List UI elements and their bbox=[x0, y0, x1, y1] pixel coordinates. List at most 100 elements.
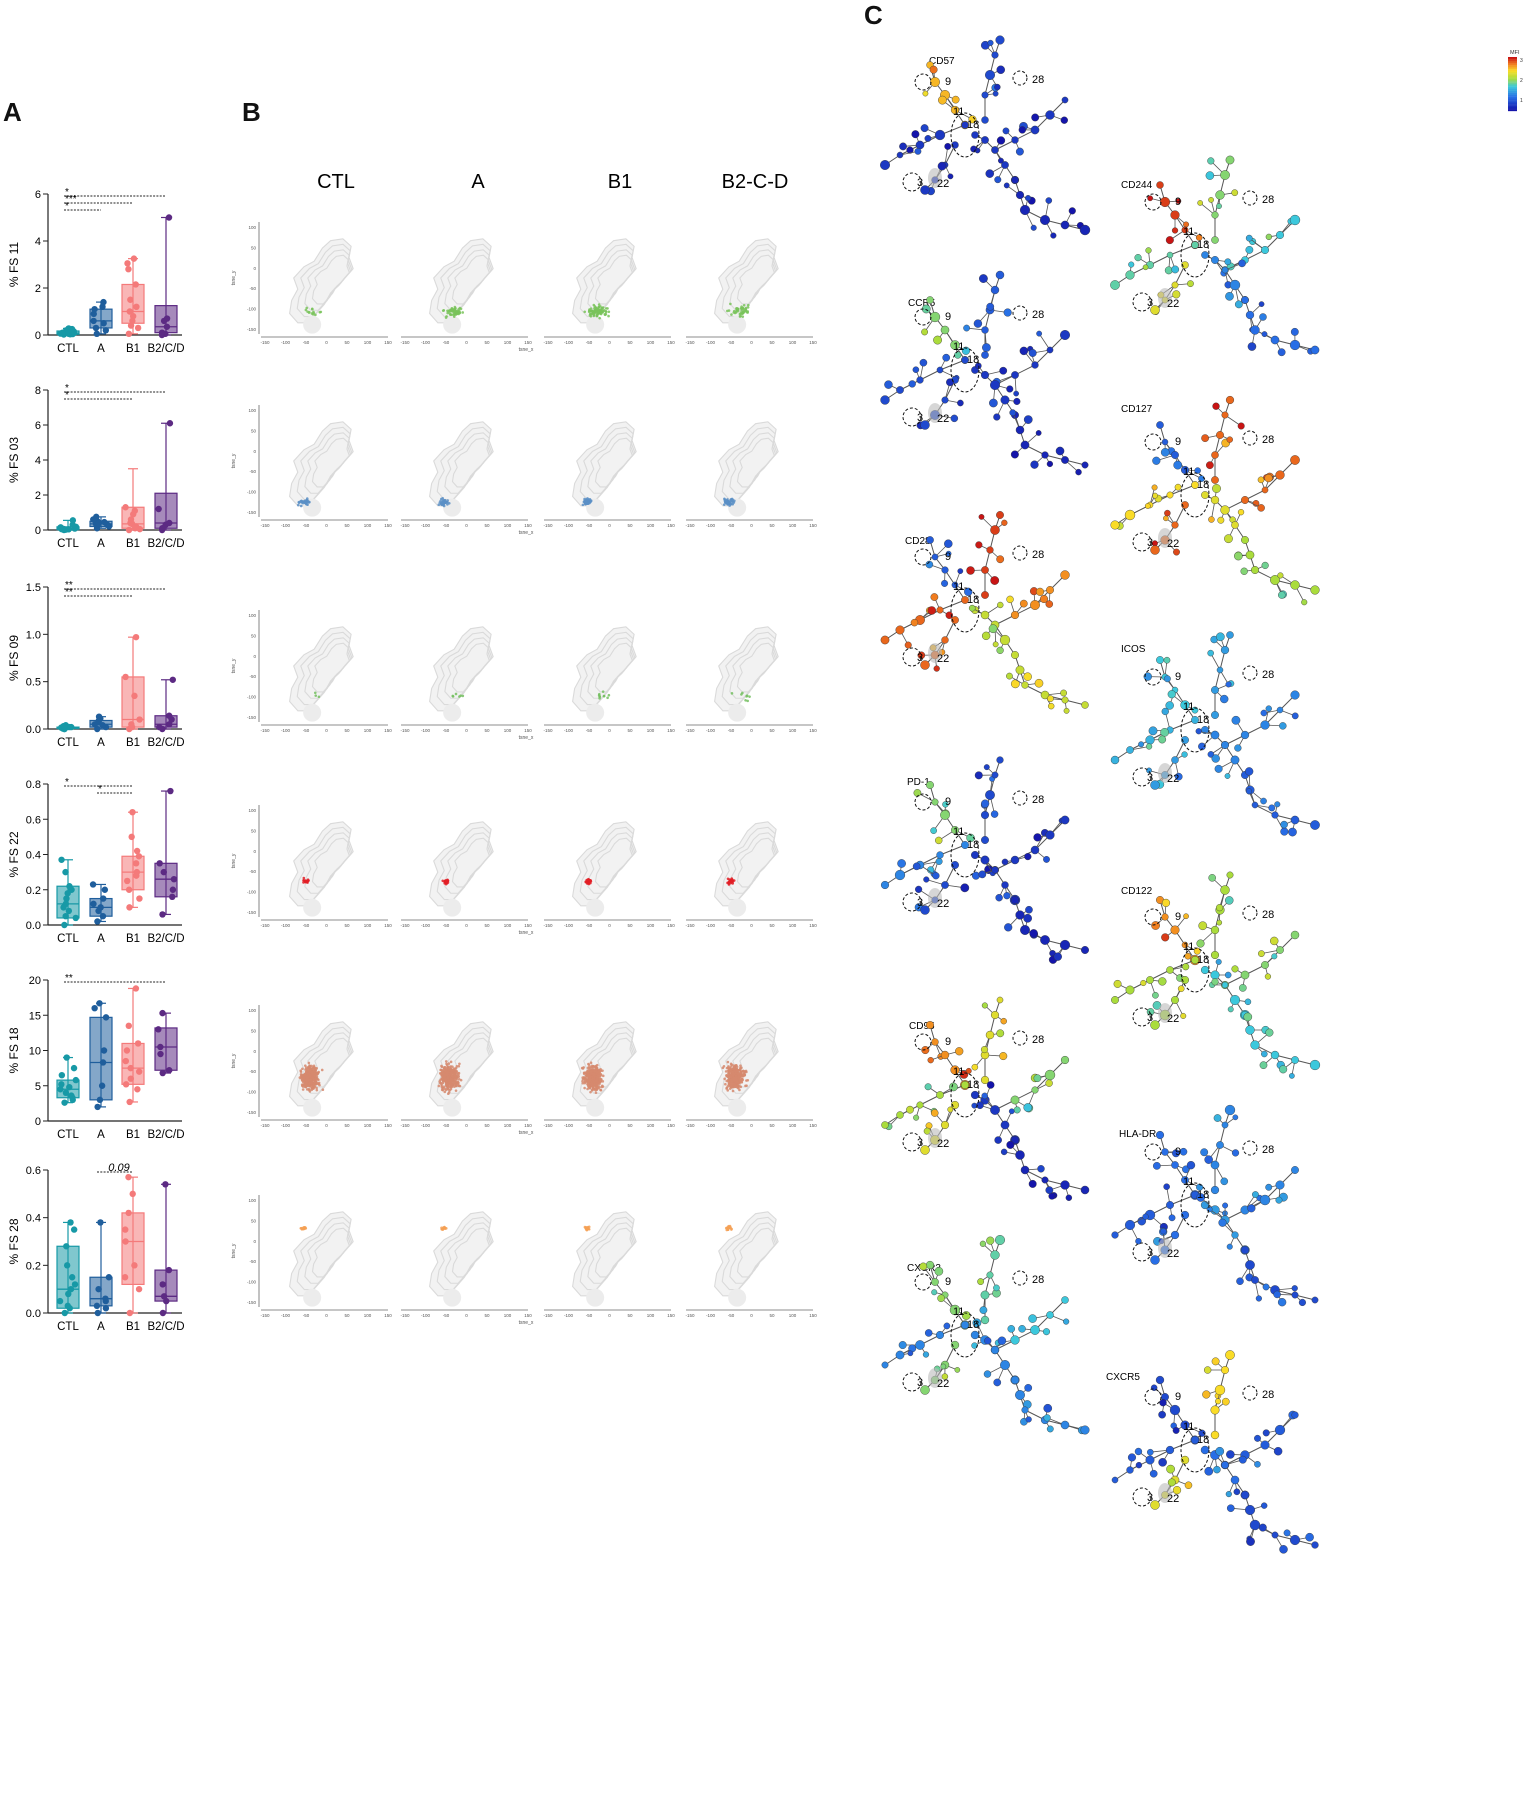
tree-node bbox=[1060, 116, 1068, 124]
tree-node bbox=[1220, 170, 1230, 180]
tree-node bbox=[950, 105, 960, 115]
box-B2/C/D bbox=[154, 715, 178, 728]
tsne-cell-point bbox=[726, 1069, 730, 1072]
tsne-cell-point bbox=[583, 310, 587, 314]
tree-node bbox=[934, 129, 946, 141]
tree-node bbox=[1221, 741, 1229, 749]
tree-node bbox=[1216, 904, 1224, 912]
tsne-x-tick-label: 100 bbox=[789, 728, 797, 733]
cluster-label-18: 18 bbox=[967, 1319, 979, 1331]
tree-node bbox=[899, 142, 907, 151]
tree-node bbox=[1229, 279, 1241, 291]
tsne-cell-point bbox=[602, 694, 606, 698]
tsne-cell-point bbox=[437, 1084, 441, 1088]
data-point bbox=[102, 327, 110, 334]
tree-node bbox=[881, 1121, 889, 1129]
tree-node bbox=[1259, 1194, 1271, 1206]
tree-node bbox=[1149, 1469, 1158, 1478]
tree-node bbox=[986, 1236, 995, 1245]
tree-node bbox=[1147, 1448, 1154, 1456]
tree-node bbox=[1268, 804, 1276, 812]
tsne-cell-point bbox=[306, 879, 310, 883]
tsne-density-contour bbox=[736, 642, 775, 693]
tree-node bbox=[1124, 1219, 1136, 1231]
tsne-cell-point bbox=[454, 1089, 458, 1092]
tsne-cell-point bbox=[583, 1086, 586, 1090]
tsne-x-tick-label: -50 bbox=[586, 1123, 593, 1128]
tsne-cell-point bbox=[601, 1085, 605, 1088]
category-label: B1 bbox=[126, 737, 140, 749]
tree-node bbox=[1060, 1420, 1070, 1430]
tree-node bbox=[996, 136, 1006, 145]
data-point bbox=[102, 1295, 109, 1302]
tree-node bbox=[1165, 1445, 1175, 1455]
tsne-density-spot bbox=[303, 898, 322, 917]
tree-node bbox=[1201, 251, 1209, 259]
legend-color-step bbox=[1508, 66, 1517, 68]
cluster-label-11: 11 bbox=[1183, 226, 1194, 238]
tree-node bbox=[1238, 1455, 1247, 1464]
tree-node bbox=[1060, 815, 1070, 825]
tsne-cell-point bbox=[604, 309, 608, 313]
tree-node bbox=[1015, 665, 1025, 675]
tree-node bbox=[994, 1136, 1002, 1144]
tsne-density-spot bbox=[728, 703, 747, 722]
tree-node bbox=[1059, 939, 1071, 951]
tsne-cell-point bbox=[444, 500, 448, 504]
tree-node bbox=[1183, 913, 1189, 920]
data-point bbox=[58, 856, 65, 863]
tree-node bbox=[1015, 1150, 1025, 1160]
tsne-density-spot bbox=[586, 703, 605, 722]
tree-node bbox=[1291, 1291, 1299, 1299]
legend-tick-label: 3 bbox=[1520, 58, 1523, 64]
tree-node bbox=[1161, 1148, 1169, 1156]
tsne-x-tick-label: -150 bbox=[685, 728, 695, 733]
tsne-cell-point bbox=[607, 693, 611, 697]
tree-node bbox=[1043, 1414, 1051, 1422]
tree-node bbox=[1161, 898, 1171, 907]
tree-node bbox=[1006, 1140, 1015, 1149]
tree-node bbox=[922, 90, 929, 97]
tree-node bbox=[986, 1081, 995, 1089]
data-point bbox=[59, 329, 66, 336]
tsne-x-tick-label: 150 bbox=[809, 1313, 817, 1318]
tree-node bbox=[1000, 1017, 1007, 1025]
tsne-x-tick-label: -100 bbox=[281, 728, 291, 733]
tsne-cell-point bbox=[728, 1078, 732, 1082]
category-label: B1 bbox=[126, 1129, 140, 1141]
tsne-x-tick-label: -100 bbox=[706, 923, 716, 928]
cluster-18-highlight bbox=[950, 112, 980, 158]
tsne-x-tick-label: -100 bbox=[281, 1313, 291, 1318]
tsne-cell-point bbox=[457, 312, 460, 316]
tsne-cell-point bbox=[607, 314, 610, 318]
tree-node bbox=[1158, 977, 1167, 986]
tree-node bbox=[921, 328, 928, 336]
tree-node bbox=[980, 610, 990, 620]
significance-label: * bbox=[65, 777, 69, 788]
data-point bbox=[99, 1059, 107, 1066]
tree-node bbox=[1060, 330, 1070, 340]
tsne-cell-point bbox=[597, 303, 601, 306]
tsne-cell-point bbox=[722, 1065, 726, 1068]
tsne-x-tick-label: 100 bbox=[504, 728, 512, 733]
data-point bbox=[159, 1069, 166, 1077]
tree-node bbox=[996, 756, 1004, 764]
tsne-x-tick-label: 100 bbox=[504, 923, 512, 928]
tsne-cell-point bbox=[589, 312, 593, 316]
tree-node bbox=[1276, 706, 1284, 714]
cluster-shade bbox=[928, 168, 942, 188]
tsne-x-tick-label: -150 bbox=[685, 1123, 695, 1128]
tree-node bbox=[1060, 220, 1070, 230]
tsne-cell-point bbox=[583, 1081, 587, 1085]
tsne-x-tick-label: -50 bbox=[728, 923, 735, 928]
tree-node bbox=[996, 555, 1005, 564]
tsne-cell-point bbox=[442, 309, 446, 312]
tree-node bbox=[1181, 501, 1189, 509]
tree-node bbox=[1240, 1245, 1250, 1255]
tree-node bbox=[1146, 976, 1154, 984]
tsne-y-tick-label: 50 bbox=[251, 1028, 257, 1033]
tsne-cell-point bbox=[599, 1073, 603, 1077]
y-tick-label: 1.5 bbox=[26, 582, 41, 594]
tree-node bbox=[926, 296, 934, 304]
tsne-cell-point bbox=[735, 1076, 738, 1079]
